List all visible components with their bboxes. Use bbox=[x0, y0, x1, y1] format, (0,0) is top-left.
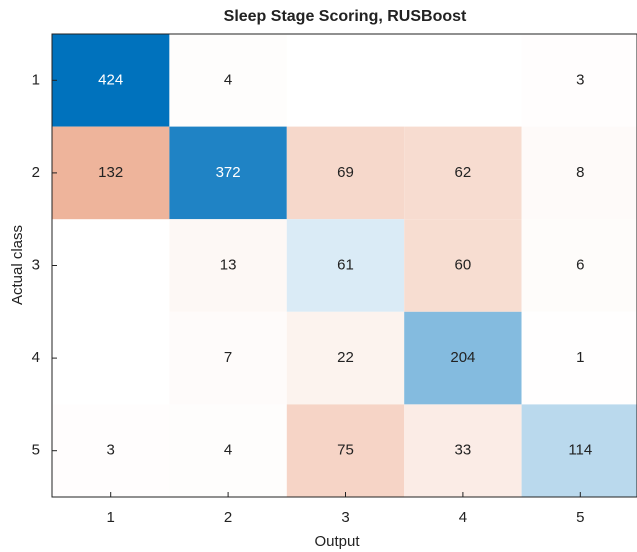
cell-label: 22 bbox=[337, 349, 354, 366]
y-tick-label: 4 bbox=[32, 349, 40, 366]
x-tick-label: 4 bbox=[459, 509, 467, 526]
x-tick-label: 3 bbox=[341, 509, 349, 526]
cell-label: 372 bbox=[216, 164, 241, 181]
cell bbox=[169, 34, 287, 127]
cell-label: 3 bbox=[107, 442, 115, 459]
cell bbox=[404, 311, 522, 405]
y-tick-label: 5 bbox=[32, 442, 40, 459]
cell-label: 61 bbox=[337, 256, 354, 273]
cell bbox=[52, 126, 170, 220]
cell-label: 33 bbox=[455, 442, 472, 459]
cell-label: 1 bbox=[576, 349, 584, 366]
cell bbox=[52, 404, 170, 497]
cell bbox=[521, 311, 637, 405]
cell-label: 424 bbox=[98, 71, 123, 88]
cell-label: 13 bbox=[220, 256, 237, 273]
y-tick-label: 3 bbox=[32, 256, 40, 273]
cell-label: 3 bbox=[576, 71, 584, 88]
cell bbox=[286, 126, 405, 220]
y-axis-label: Actual class bbox=[9, 225, 26, 305]
cell bbox=[286, 404, 405, 497]
cell-label: 114 bbox=[568, 442, 592, 459]
x-tick-label: 5 bbox=[576, 509, 584, 526]
chart-title: Sleep Stage Scoring, RUSBoost bbox=[224, 8, 467, 25]
cell bbox=[521, 219, 637, 312]
cell bbox=[169, 311, 287, 405]
cell bbox=[169, 404, 287, 497]
cell-label: 75 bbox=[337, 442, 354, 459]
x-tick-label: 1 bbox=[107, 509, 115, 526]
cell bbox=[521, 34, 637, 127]
cell bbox=[521, 404, 637, 497]
cell-label: 7 bbox=[224, 349, 232, 366]
y-tick-label: 2 bbox=[32, 164, 40, 181]
cell-label: 62 bbox=[455, 164, 472, 181]
cell-label: 69 bbox=[337, 164, 354, 181]
cell-label: 8 bbox=[576, 164, 584, 181]
cell bbox=[404, 126, 522, 220]
cell bbox=[169, 126, 287, 220]
cell-label: 4 bbox=[224, 71, 232, 88]
y-tick-label: 1 bbox=[32, 71, 40, 88]
cell bbox=[52, 34, 170, 127]
cell-label: 60 bbox=[455, 256, 472, 273]
cell-label: 132 bbox=[98, 164, 123, 181]
cell bbox=[169, 219, 287, 312]
cell bbox=[521, 126, 637, 220]
x-tick-label: 2 bbox=[224, 509, 232, 526]
cell bbox=[286, 219, 405, 312]
cell-label: 4 bbox=[224, 442, 232, 459]
cell-label: 6 bbox=[576, 256, 584, 273]
cell bbox=[286, 311, 405, 405]
x-axis-label: Output bbox=[314, 533, 360, 550]
cell-label: 204 bbox=[450, 349, 475, 366]
cell bbox=[404, 404, 522, 497]
cell bbox=[404, 219, 522, 312]
